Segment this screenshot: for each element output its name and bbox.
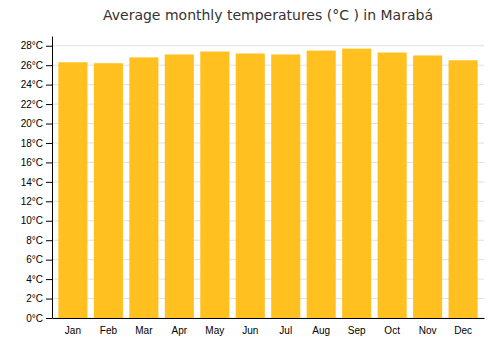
x-tick-label: Jan (65, 325, 81, 336)
y-tick-label: 12°C (21, 196, 43, 207)
y-tick-label: 26°C (21, 60, 43, 71)
y-tick: 24°C (21, 79, 52, 90)
plot: 0°C 2°C 4°C 6°C 8°C 10°C 12°C 14°C 16°C 18°C 20°C 2… (21, 37, 485, 337)
bar (200, 52, 229, 318)
y-tick: 4°C (26, 274, 52, 285)
x-tick: Jun (242, 325, 258, 336)
y-tick-mark (46, 201, 52, 202)
y-tick: 26°C (21, 60, 52, 71)
y-tick-mark (46, 162, 52, 163)
y-tick-mark (46, 124, 52, 125)
x-tick: Aug (312, 325, 330, 336)
y-tick-label: 28°C (21, 40, 43, 51)
x-tick-label: Dec (454, 325, 472, 336)
y-tick: 8°C (26, 235, 52, 246)
x-axis: Jan Feb Mar Apr May Jun Jul Aug Sep Oct Nov Dec (53, 319, 485, 337)
y-tick: 18°C (21, 138, 52, 149)
x-tick: Jan (65, 325, 81, 336)
x-tick: Jul (279, 325, 292, 336)
x-tick: May (205, 325, 224, 336)
y-tick: 6°C (26, 254, 52, 265)
x-tick: Apr (172, 325, 188, 336)
y-tick: 0°C (26, 313, 52, 324)
x-tick: Mar (135, 325, 153, 336)
y-tick-mark (46, 65, 52, 66)
chart: 0°C 2°C 4°C 6°C 8°C 10°C 12°C 14°C 16°C 18°C 20°C 2… (0, 0, 500, 350)
y-tick-label: 0°C (26, 313, 43, 324)
y-tick: 28°C (21, 40, 52, 51)
y-tick-mark (46, 85, 52, 86)
bar (236, 54, 265, 318)
x-tick: Feb (100, 325, 118, 336)
x-tick: Oct (384, 325, 400, 336)
y-axis-line (52, 37, 53, 319)
grid (52, 46, 484, 318)
y-tick: 2°C (26, 293, 52, 304)
bar (342, 49, 371, 318)
y-tick-mark (46, 240, 52, 241)
x-tick-label: Apr (172, 325, 188, 336)
y-tick-mark (46, 318, 52, 319)
x-tick: Sep (348, 325, 366, 336)
x-tick-label: Nov (419, 325, 437, 336)
x-tick-label: Jul (279, 325, 292, 336)
bar (449, 60, 478, 318)
x-tick-label: Aug (312, 325, 330, 336)
y-tick-label: 4°C (26, 274, 43, 285)
bar (58, 62, 87, 318)
y-tick-mark (46, 104, 52, 105)
bar (129, 57, 158, 318)
y-axis: 0°C 2°C 4°C 6°C 8°C 10°C 12°C 14°C 16°C 18°C 20°C 2… (21, 37, 53, 324)
x-axis-line (53, 318, 485, 319)
y-tick-label: 16°C (21, 157, 43, 168)
y-tick: 16°C (21, 157, 52, 168)
y-tick-label: 14°C (21, 177, 43, 188)
y-tick-label: 20°C (21, 118, 43, 129)
bars (58, 49, 477, 318)
x-tick-label: Feb (100, 325, 118, 336)
y-tick: 22°C (21, 99, 52, 110)
y-tick: 12°C (21, 196, 52, 207)
y-tick-mark (46, 182, 52, 183)
x-tick: Dec (454, 325, 472, 336)
y-tick-label: 2°C (26, 293, 43, 304)
bar (378, 53, 407, 318)
y-tick-label: 24°C (21, 79, 43, 90)
x-tick-label: Mar (135, 325, 153, 336)
y-tick-mark (46, 221, 52, 222)
y-tick-label: 18°C (21, 138, 43, 149)
y-tick-label: 22°C (21, 99, 43, 110)
y-tick-mark (46, 260, 52, 261)
y-tick-label: 8°C (26, 235, 43, 246)
y-tick-label: 10°C (21, 215, 43, 226)
y-tick: 10°C (21, 215, 52, 226)
y-tick-mark (46, 299, 52, 300)
bar (271, 54, 300, 318)
grid-line (52, 45, 484, 46)
x-tick-label: Oct (384, 325, 400, 336)
y-tick-label: 6°C (26, 254, 43, 265)
x-tick-label: Jun (242, 325, 258, 336)
bar (94, 63, 123, 318)
bar (413, 55, 442, 318)
y-tick-mark (46, 143, 52, 144)
x-tick-label: May (205, 325, 224, 336)
title: Average monthly temperatures (°C ) in Ma… (103, 7, 433, 23)
x-tick-label: Sep (348, 325, 366, 336)
y-tick: 14°C (21, 177, 52, 188)
y-tick-mark (46, 46, 52, 47)
y-tick-mark (46, 279, 52, 280)
y-tick: 20°C (21, 118, 52, 129)
bar (307, 51, 336, 318)
bar (165, 54, 194, 318)
x-tick: Nov (419, 325, 437, 336)
